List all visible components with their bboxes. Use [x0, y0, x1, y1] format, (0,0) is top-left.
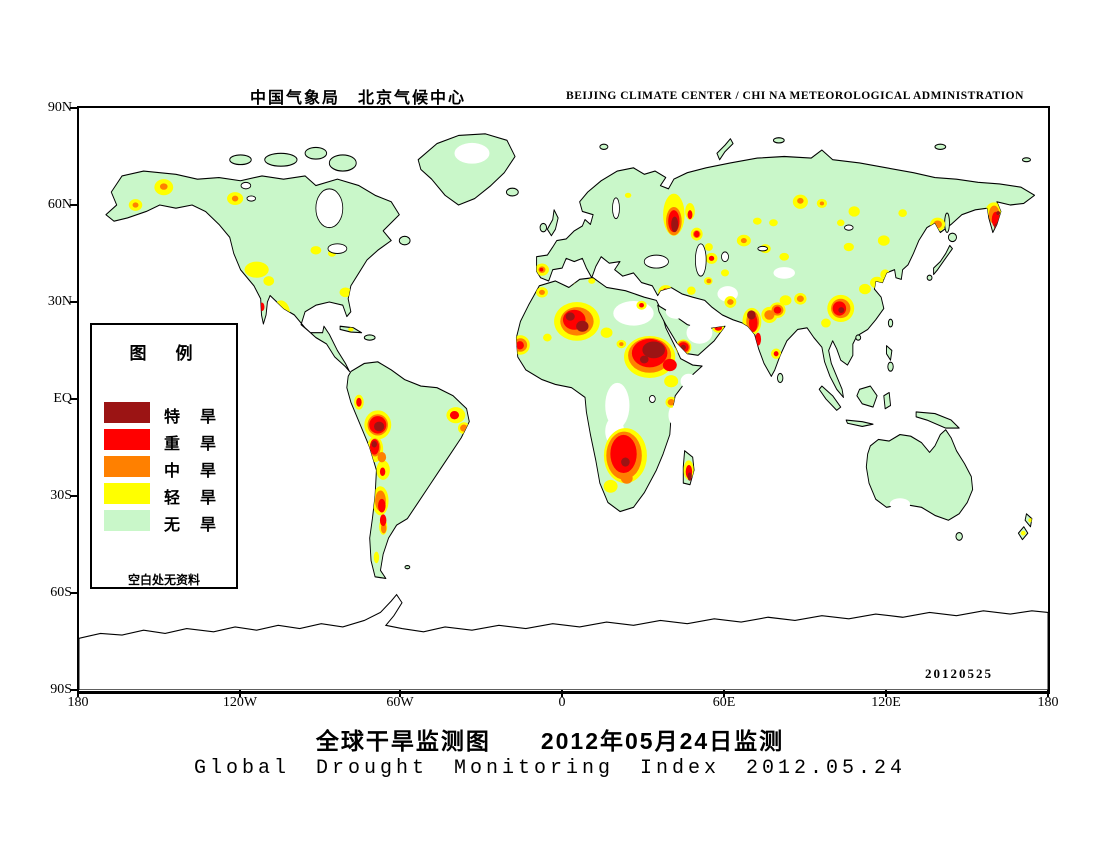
no-data-patches: [454, 142, 911, 510]
lon-tick-label: 0: [558, 695, 566, 710]
legend-swatch-moderate: [104, 456, 150, 477]
legend-no-data-note: 空白处无资料: [127, 573, 200, 587]
lat-tick-mark: [70, 495, 78, 497]
lat-tick-label: 90N: [47, 100, 72, 115]
legend-label-severe: 重 旱: [164, 436, 219, 453]
legend-label-extreme: 特 旱: [164, 409, 219, 426]
legend-swatch-none: [104, 510, 150, 531]
lon-tick-label: 120E: [871, 695, 901, 710]
lat-tick-label: 60S: [50, 585, 72, 600]
lon-tick-mark: [399, 690, 401, 697]
lon-tick-label: 180: [1037, 695, 1059, 710]
lon-tick-mark: [561, 690, 563, 697]
legend-label-moderate: 中 旱: [164, 463, 219, 480]
lon-tick-label: 60E: [712, 695, 736, 710]
lon-tick-mark: [885, 690, 887, 697]
lat-tick-mark: [70, 592, 78, 594]
lat-tick-label: 60N: [47, 197, 72, 212]
legend-swatch-severe: [104, 429, 150, 450]
lon-tick-mark: [77, 690, 79, 697]
legend-title: 图 例: [129, 344, 199, 363]
lon-tick-mark: [723, 690, 725, 697]
lon-tick-mark: [239, 690, 241, 697]
header-title-english: BEIJING CLIMATE CENTER / CHI NA METEOROL…: [566, 90, 1024, 102]
legend-swatch-light: [104, 483, 150, 504]
lat-tick-label: 30S: [50, 488, 72, 503]
lat-tick-label: 90S: [50, 682, 72, 697]
lat-tick-label: 30N: [47, 294, 72, 309]
lon-tick-mark: [1047, 690, 1049, 697]
lat-tick-label: EQ: [53, 391, 72, 406]
lon-tick-label: 60W: [386, 695, 414, 710]
world-map: [79, 108, 1048, 690]
lon-tick-label: 180: [67, 695, 89, 710]
legend-label-light: 轻 旱: [164, 490, 219, 507]
lat-tick-mark: [70, 689, 78, 691]
drought-extreme-layer: [281, 211, 1001, 481]
legend-box: 图 例 特 旱 重 旱 中 旱 轻 旱 无 旱 空白处无资料: [90, 323, 238, 589]
map-date-stamp: 20120525: [925, 666, 993, 681]
lat-tick-mark: [70, 398, 78, 400]
lon-tick-label: 120W: [222, 695, 258, 710]
lat-tick-mark: [70, 301, 78, 303]
legend-swatch-extreme: [104, 402, 150, 423]
footer-title-chinese: 全球干旱监测图 2012年05月24日监测: [315, 728, 785, 754]
legend-label-none: 无 旱: [164, 517, 219, 534]
lat-tick-mark: [70, 107, 78, 109]
drought-overlay: [128, 179, 1033, 564]
footer-title-english: Global Drought Monitoring Index 2012.05.…: [193, 757, 907, 780]
lat-tick-mark: [70, 204, 78, 206]
antarctica-outline: [79, 593, 1048, 690]
header-title-chinese: 中国气象局 北京气候中心: [249, 90, 466, 107]
lakes-and-seas: [240, 181, 854, 404]
